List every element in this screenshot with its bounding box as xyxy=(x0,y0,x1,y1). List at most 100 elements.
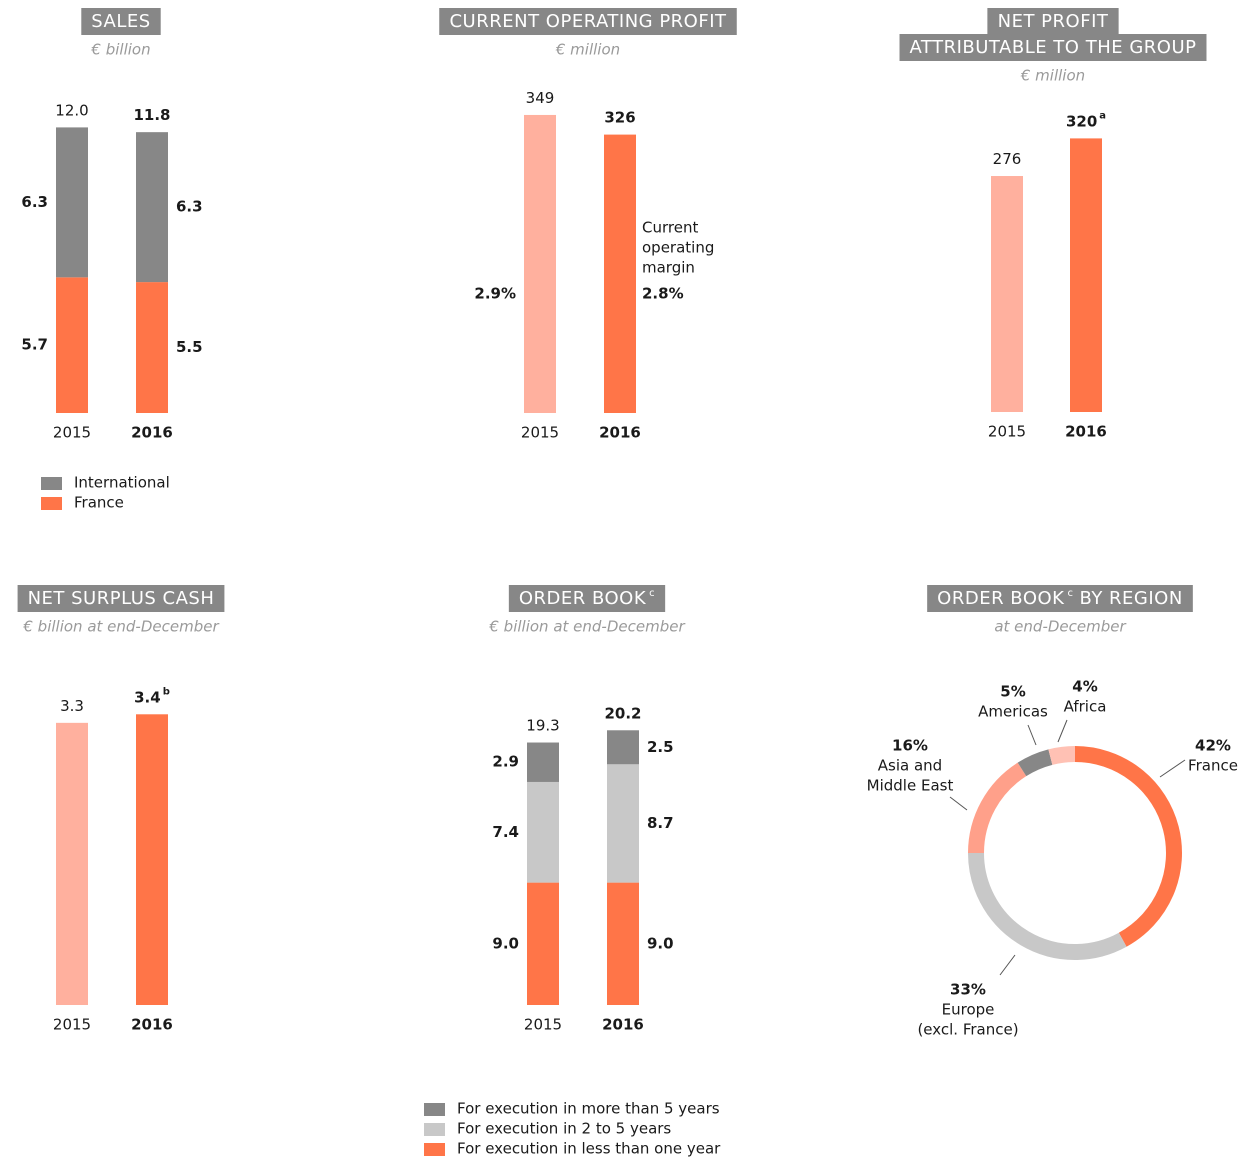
value-note: a xyxy=(1099,110,1106,121)
value-label: 11.8 xyxy=(133,106,170,124)
segment-label: 2.5 xyxy=(647,738,674,756)
value-note: b xyxy=(163,686,170,697)
category-label: 2015 xyxy=(53,1016,91,1034)
category-label: 2016 xyxy=(602,1016,644,1034)
segment-label: 9.0 xyxy=(492,934,519,952)
title-text: NET SURPLUS CASH xyxy=(28,588,215,609)
legend-swatch xyxy=(41,497,62,510)
margin-label: 2.9% xyxy=(474,285,516,303)
legend-swatch xyxy=(424,1103,445,1116)
segment-label: 8.7 xyxy=(647,814,674,832)
panel-title: NET SURPLUS CASH xyxy=(28,588,215,609)
title-box xyxy=(81,8,161,35)
total-label: 11.8 xyxy=(133,106,170,124)
title-note: c xyxy=(1067,588,1073,599)
panel-title: CURRENT OPERATING PROFIT xyxy=(449,11,727,32)
value-label: 349 xyxy=(526,88,555,106)
value-text: 349 xyxy=(526,88,555,106)
annotation: Current xyxy=(642,219,698,237)
value-text: 276 xyxy=(993,150,1022,168)
donut-slice xyxy=(1074,746,1182,947)
category-label: 2016 xyxy=(599,424,641,442)
value-label: 326 xyxy=(604,108,635,126)
segment-label: 2.9 xyxy=(492,753,519,771)
title-text: NET PROFIT xyxy=(998,11,1109,32)
slice-value: 5% xyxy=(1000,683,1025,701)
legend-label: International xyxy=(74,474,170,492)
slice-value: 16% xyxy=(892,737,928,755)
value-label: 19.3 xyxy=(526,716,559,734)
panel-title: SALES xyxy=(91,11,150,32)
slice-value: 33% xyxy=(950,981,986,999)
donut-slice xyxy=(968,852,1127,960)
value-text: 320 xyxy=(1066,112,1097,130)
value-label: 3.3 xyxy=(60,696,84,714)
panel-subtitle: € billion at end-December xyxy=(22,618,219,636)
slice-label: Americas xyxy=(978,703,1048,721)
bar xyxy=(136,714,168,1005)
bar xyxy=(1070,138,1102,412)
category-label: 2015 xyxy=(521,424,559,442)
leader-line xyxy=(1027,724,1037,746)
title-box xyxy=(17,585,225,612)
panel-title: ORDER BOOK c xyxy=(519,588,655,609)
slice-label: France xyxy=(1188,757,1238,775)
bar-segment xyxy=(56,277,88,413)
title-text: CURRENT OPERATING PROFIT xyxy=(449,11,727,32)
bar-segment xyxy=(136,132,168,283)
bar xyxy=(524,114,556,413)
leader-line xyxy=(1159,759,1186,778)
category-label: 2015 xyxy=(524,1016,562,1034)
title-note: c xyxy=(649,588,655,599)
title-box xyxy=(508,585,666,612)
title-box xyxy=(899,34,1207,61)
category-label: 2015 xyxy=(988,423,1026,441)
title-text: ORDER BOOK xyxy=(519,588,647,609)
value-label: 3.4 b xyxy=(134,686,170,706)
annotation: operating xyxy=(642,239,714,257)
slice-label: Europe xyxy=(942,1001,995,1019)
title-text: SALES xyxy=(91,11,150,32)
title-text: ATTRIBUTABLE TO THE GROUP xyxy=(910,37,1197,58)
bar-segment xyxy=(527,742,559,782)
title-suffix: BY REGION xyxy=(1079,588,1182,609)
category-label: 2016 xyxy=(131,424,173,442)
slice-label: Africa xyxy=(1064,698,1107,716)
legend-label: For execution in less than one year xyxy=(457,1140,721,1158)
segment-label: 9.0 xyxy=(647,934,674,952)
legend-label: For execution in more than 5 years xyxy=(457,1100,720,1118)
annotation: margin xyxy=(642,259,695,277)
legend-swatch xyxy=(424,1123,445,1136)
leader-line xyxy=(949,796,968,811)
bar xyxy=(991,176,1023,412)
bar xyxy=(56,722,88,1005)
panel-title: ATTRIBUTABLE TO THE GROUP xyxy=(910,37,1197,58)
slice-label: (excl. France) xyxy=(917,1021,1018,1039)
title-box xyxy=(987,8,1119,35)
donut-slice xyxy=(968,762,1027,854)
value-text: 326 xyxy=(604,108,635,126)
total-label: 20.2 xyxy=(604,704,641,722)
value-label: 12.0 xyxy=(55,101,88,119)
legend-label: France xyxy=(74,494,124,512)
value-label: 276 xyxy=(993,150,1022,168)
bar-segment xyxy=(136,282,168,413)
panel-subtitle: at end-December xyxy=(994,618,1126,636)
category-label: 2016 xyxy=(1065,423,1107,441)
value-label: 20.2 xyxy=(604,704,641,722)
margin-label: 2.8% xyxy=(642,285,684,303)
bar xyxy=(604,134,636,413)
segment-label: 7.4 xyxy=(492,823,519,841)
value-text: 3.3 xyxy=(60,696,84,714)
panel-title: NET PROFIT xyxy=(998,11,1109,32)
legend-swatch xyxy=(41,477,62,490)
segment-label: 5.5 xyxy=(176,338,203,356)
leader-line xyxy=(999,954,1016,976)
category-label: 2016 xyxy=(131,1016,173,1034)
bar-segment xyxy=(527,781,559,883)
leader-line xyxy=(1057,719,1068,743)
category-label: 2015 xyxy=(53,424,91,442)
bar-segment xyxy=(607,764,639,883)
title-text: ORDER BOOK xyxy=(937,588,1065,609)
